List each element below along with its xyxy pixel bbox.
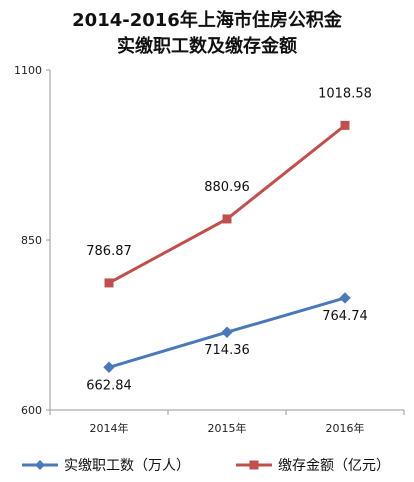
y-tick-label: 850 bbox=[21, 234, 42, 247]
legend-marker bbox=[35, 460, 45, 470]
x-tick-label: 2016年 bbox=[326, 421, 365, 435]
series-2-point bbox=[340, 120, 350, 130]
series-2-point bbox=[104, 278, 114, 288]
chart-title: 2014-2016年上海市住房公积金 bbox=[72, 10, 342, 31]
series-1-point bbox=[339, 292, 351, 304]
chart-subtitle: 实缴职工数及缴存金额 bbox=[117, 36, 297, 57]
x-tick-label: 2014年 bbox=[90, 421, 129, 435]
series-1-point bbox=[103, 361, 115, 373]
data-label: 714.36 bbox=[204, 343, 250, 358]
legend-label: 缴存金额（亿元） bbox=[278, 458, 390, 474]
data-label: 880.96 bbox=[204, 180, 250, 195]
data-label: 786.87 bbox=[86, 244, 132, 259]
y-tick-label: 600 bbox=[21, 404, 42, 417]
data-label: 1018.58 bbox=[318, 86, 372, 101]
series-1-point bbox=[221, 326, 233, 338]
data-label: 662.84 bbox=[86, 378, 132, 393]
legend-marker bbox=[249, 460, 259, 470]
series-line-2 bbox=[108, 124, 346, 285]
y-tick-label: 1100 bbox=[14, 64, 42, 77]
x-tick-label: 2015年 bbox=[208, 421, 247, 435]
series-2-point bbox=[222, 214, 232, 224]
data-label: 764.74 bbox=[322, 309, 368, 324]
legend-label: 实缴职工数（万人） bbox=[64, 458, 190, 474]
